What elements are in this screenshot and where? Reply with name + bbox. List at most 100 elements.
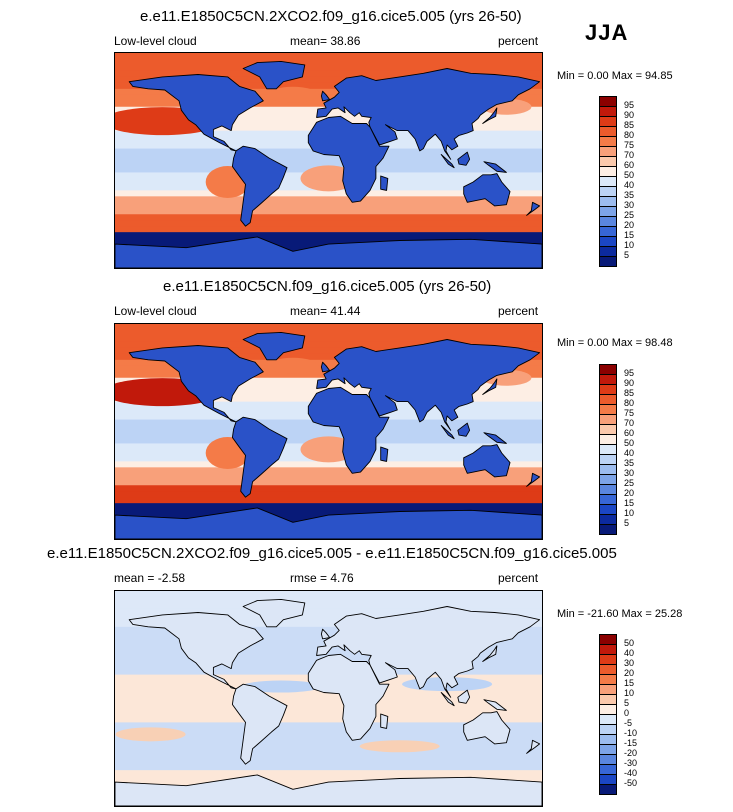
continent-outline bbox=[128, 345, 264, 423]
colorbar-tick-label: 20 bbox=[624, 220, 635, 230]
mean-label: mean = -2.58 bbox=[114, 571, 186, 585]
panel-title: e.e11.E1850C5CN.2XCO2.f09_g16.cice5.005 … bbox=[140, 8, 522, 25]
zonal-band bbox=[115, 154, 542, 162]
panel-title: e.e11.E1850C5CN.2XCO2.f09_g16.cice5.005 … bbox=[47, 545, 617, 562]
zonal-band bbox=[115, 776, 542, 783]
continent-outline bbox=[320, 90, 331, 102]
zonal-band bbox=[115, 740, 542, 747]
difference-field-map bbox=[115, 591, 542, 806]
zonal-band bbox=[115, 497, 542, 504]
colorbar-tick-label: 90 bbox=[624, 378, 635, 388]
colorbar-swatch bbox=[599, 256, 617, 267]
colorbar-tick-label: 0 bbox=[624, 708, 630, 718]
stratocumulus-deck bbox=[267, 86, 318, 103]
zonal-band bbox=[115, 190, 542, 197]
continent-outline bbox=[307, 653, 390, 741]
continent-outline bbox=[526, 739, 541, 754]
colorbar-tick-label: 40 bbox=[624, 180, 635, 190]
colorbar-tick-label: 20 bbox=[624, 488, 635, 498]
continent-outline bbox=[115, 507, 542, 539]
continent-outline bbox=[115, 774, 542, 806]
zonal-band bbox=[115, 76, 542, 84]
continent-outline bbox=[231, 683, 288, 765]
zonal-band bbox=[115, 324, 542, 331]
zonal-band bbox=[115, 431, 542, 439]
colorbar-tick-label: 90 bbox=[624, 110, 635, 120]
colorbar-tick-label: 35 bbox=[624, 458, 635, 468]
zonal-band bbox=[115, 467, 542, 474]
difference-patch bbox=[115, 727, 186, 742]
map-panel-2 bbox=[114, 323, 543, 540]
colorbar-tick-label: 75 bbox=[624, 408, 635, 418]
zonal-band bbox=[115, 64, 542, 72]
colorbar-tick-label: 10 bbox=[624, 508, 635, 518]
rmse-label: rmse = 4.76 bbox=[290, 571, 354, 585]
colorbar-tick-label: -40 bbox=[624, 768, 638, 778]
panel-1: e.e11.E1850C5CN.2XCO2.f09_g16.cice5.005 … bbox=[0, 0, 733, 275]
zonal-band bbox=[115, 58, 542, 66]
colorbar-tick-label: 10 bbox=[624, 240, 635, 250]
colorbar-tick-label: 40 bbox=[624, 448, 635, 458]
continent-outline bbox=[128, 612, 264, 690]
panel-2: e.e11.E1850C5CN.f09_g16.cice5.005 (yrs 2… bbox=[114, 278, 673, 540]
colorbar-tick-label: 30 bbox=[624, 200, 635, 210]
units-label: percent bbox=[498, 571, 539, 585]
zonal-band bbox=[115, 764, 542, 771]
continent-outline bbox=[380, 446, 389, 462]
colorbar-tick-label: 20 bbox=[624, 668, 635, 678]
zonal-band bbox=[115, 758, 542, 765]
colorbar-tick-label: 70 bbox=[624, 150, 635, 160]
continent-outline bbox=[457, 422, 471, 437]
zonal-band bbox=[115, 692, 542, 700]
zonal-band bbox=[115, 88, 542, 96]
zonal-band bbox=[115, 608, 542, 616]
zonal-band bbox=[115, 461, 542, 468]
zonal-band bbox=[115, 238, 542, 245]
continent-outline bbox=[440, 154, 455, 169]
units-label: percent bbox=[498, 34, 539, 48]
zonal-band bbox=[115, 614, 542, 622]
colorbar-tick-label: 35 bbox=[624, 190, 635, 200]
continent-outline bbox=[242, 331, 306, 361]
continent-outline bbox=[316, 339, 541, 431]
colorbar-tick-label: 80 bbox=[624, 398, 635, 408]
colorbar-tick-label: 15 bbox=[624, 678, 635, 688]
map-panel-1 bbox=[114, 52, 543, 269]
continent-outline bbox=[231, 145, 288, 227]
zonal-band bbox=[115, 620, 542, 628]
zonal-band bbox=[115, 698, 542, 706]
zonal-band bbox=[115, 335, 542, 343]
continent-outline bbox=[380, 175, 389, 191]
continent-outline bbox=[440, 692, 455, 707]
min-max-label: Min = 0.00 Max = 94.85 bbox=[557, 70, 673, 82]
cloud-field-map bbox=[115, 324, 542, 539]
zonal-band bbox=[115, 202, 542, 209]
colorbar-swatch bbox=[599, 784, 617, 795]
continent-outline bbox=[307, 386, 390, 474]
continent-outline bbox=[307, 115, 390, 203]
zonal-band bbox=[115, 208, 542, 215]
map-panel-3 bbox=[114, 590, 543, 807]
continent-outline bbox=[463, 711, 511, 745]
colorbar-tick-label: -50 bbox=[624, 778, 638, 788]
continent-outline bbox=[242, 60, 306, 90]
colorbar-tick-label: 25 bbox=[624, 210, 635, 220]
mean-label: mean= 41.44 bbox=[290, 304, 361, 318]
zonal-band bbox=[115, 214, 542, 221]
colorbar-tick-label: -15 bbox=[624, 738, 638, 748]
colorbar-swatch bbox=[599, 524, 617, 535]
zonal-band bbox=[115, 626, 542, 634]
zonal-band bbox=[115, 770, 542, 777]
continent-outline bbox=[316, 606, 541, 698]
difference-patch bbox=[359, 740, 440, 753]
colorbar-tick-label: -5 bbox=[624, 718, 633, 728]
zonal-band bbox=[115, 353, 542, 361]
continent-outline bbox=[440, 425, 455, 440]
zonal-band bbox=[115, 82, 542, 90]
colorbar-tick-label: 70 bbox=[624, 418, 635, 428]
colorbar-tick-label: 50 bbox=[624, 638, 635, 648]
panel-title: e.e11.E1850C5CN.f09_g16.cice5.005 (yrs 2… bbox=[163, 278, 492, 295]
colorbar-tick-label: 5 bbox=[624, 518, 630, 528]
zonal-band bbox=[115, 591, 542, 598]
zonal-band bbox=[115, 53, 542, 60]
